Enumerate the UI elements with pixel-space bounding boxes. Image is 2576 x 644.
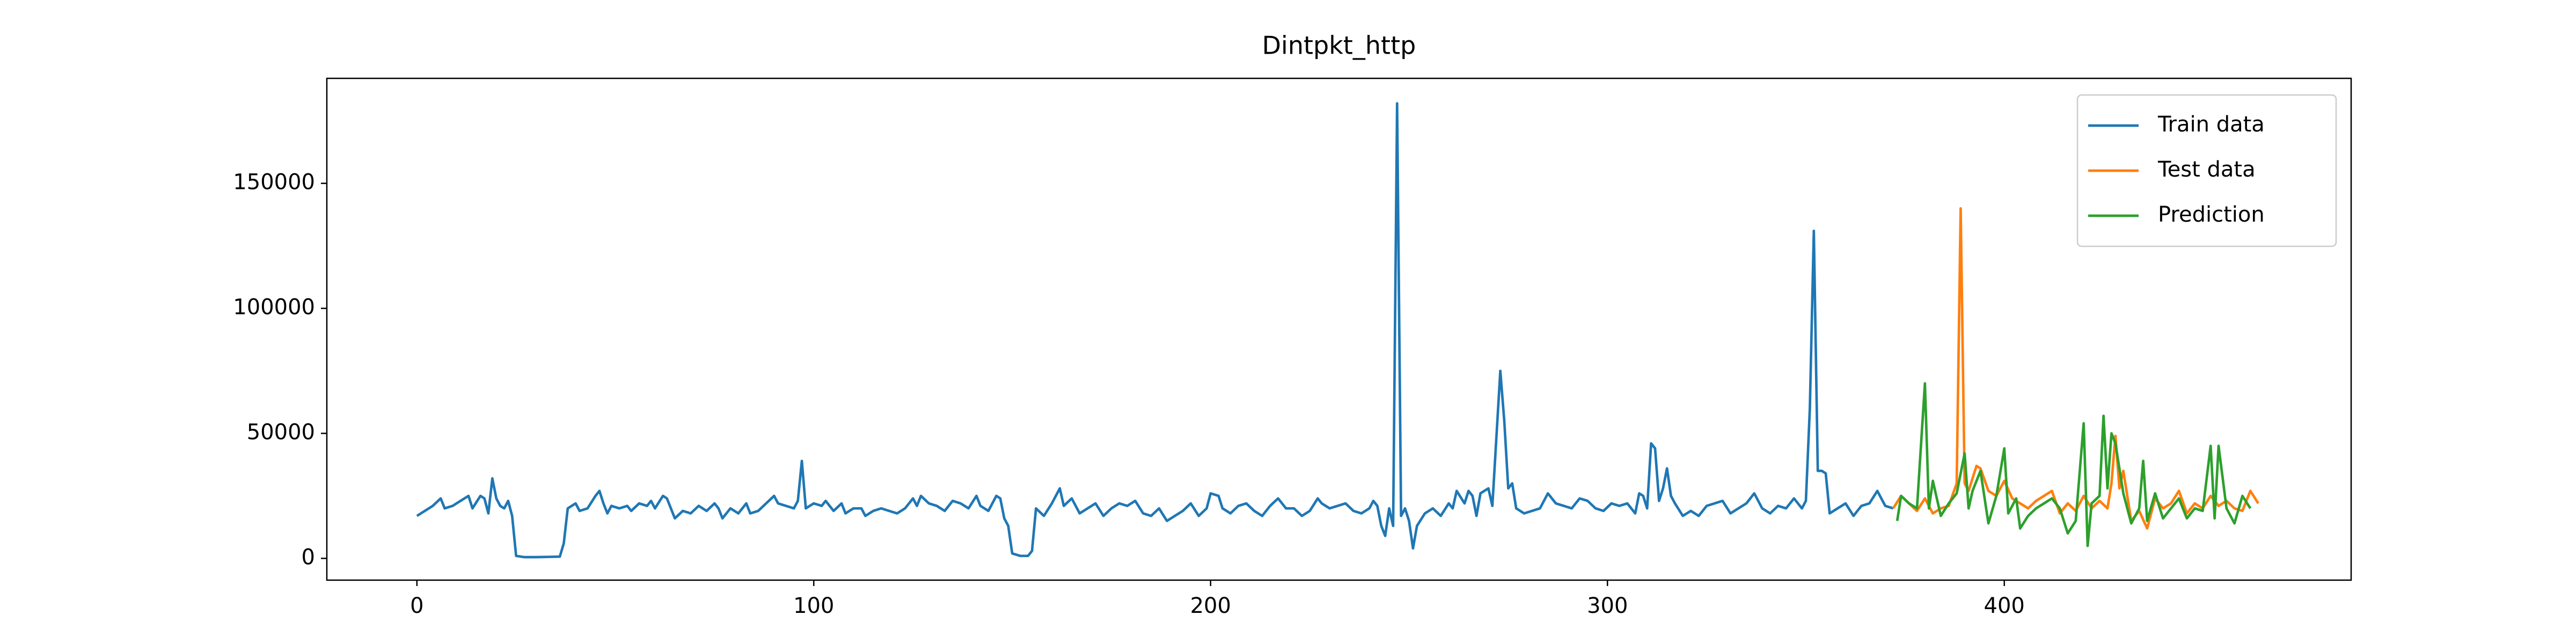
chart-title: Dintpkt_http <box>1262 31 1416 60</box>
y-tick-label: 100000 <box>233 295 315 320</box>
x-tick-label: 400 <box>1984 594 2025 618</box>
legend-label: Prediction <box>2158 202 2265 227</box>
x-tick-label: 0 <box>410 594 423 618</box>
x-tick-label: 200 <box>1190 594 1231 618</box>
x-tick-label: 300 <box>1587 594 1628 618</box>
legend-box <box>2076 94 2337 247</box>
series-line <box>416 102 1894 559</box>
y-tick-label: 0 <box>302 545 315 569</box>
legend-label: Train data <box>2157 112 2265 137</box>
y-tick-label: 150000 <box>233 170 315 195</box>
legend: Train data Test data Prediction <box>2076 94 2337 247</box>
legend-label: Test data <box>2157 157 2256 182</box>
x-tick-label: 100 <box>793 594 834 618</box>
y-tick-label: 50000 <box>247 420 315 445</box>
axes-frame <box>326 77 2352 581</box>
series-line <box>1896 382 2252 547</box>
